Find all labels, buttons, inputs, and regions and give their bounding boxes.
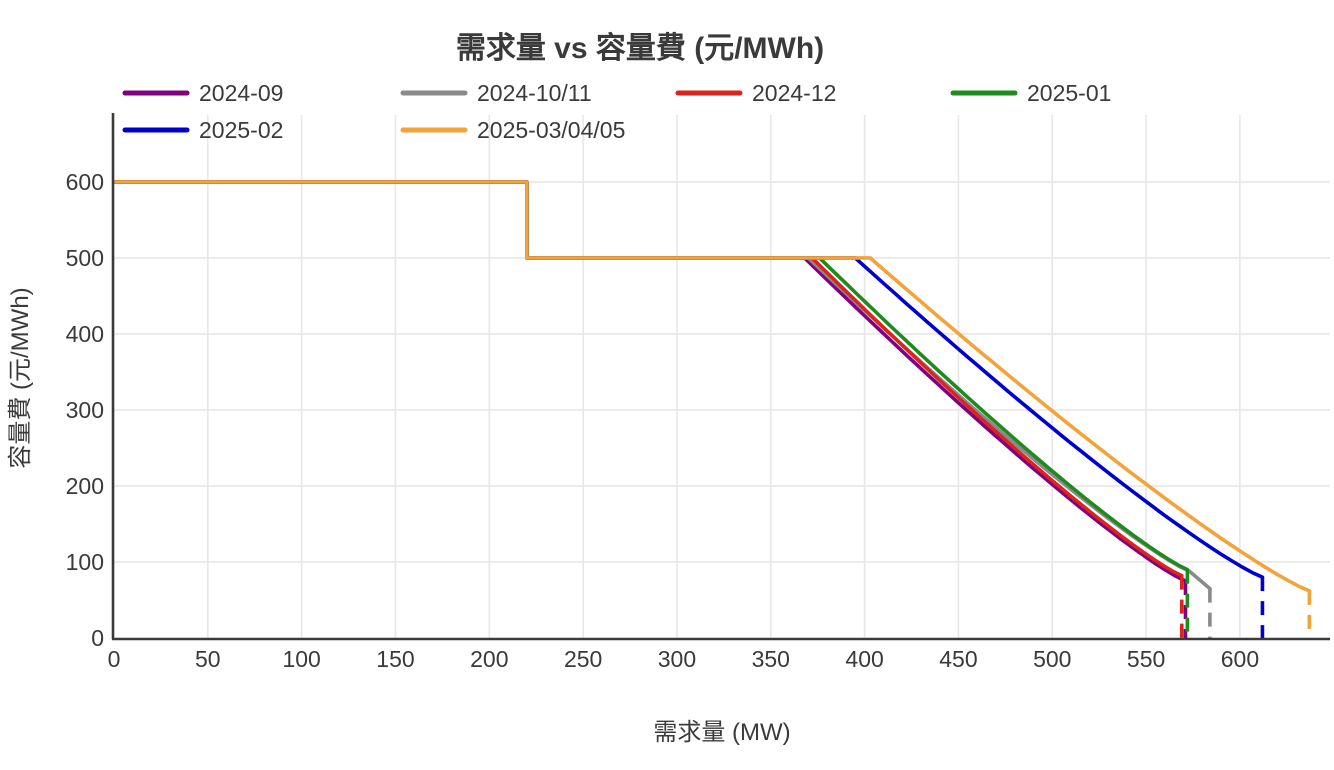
x-tick-label: 550 [1127,646,1165,672]
x-tick-label: 400 [845,646,883,672]
x-tick-label: 150 [376,646,414,672]
y-tick-label: 400 [66,321,104,347]
legend-label-2025-01: 2025-01 [1027,80,1111,106]
y-tick-label: 100 [66,549,104,575]
series-line-2025-02 [112,180,1265,579]
series-line-2024-12 [112,180,1184,578]
chart-title: 需求量 vs 容量費 (元/MWh) [456,32,824,65]
legend-item-2025-02: 2025-02 [122,117,283,143]
x-tick-label: 600 [1221,646,1259,672]
series-line-2024-10/11 [112,180,1212,591]
legend-label-2024-09: 2024-09 [199,80,283,106]
x-tick-label: 0 [108,646,121,672]
x-tick-label: 100 [282,646,320,672]
legend-label-2024-12: 2024-12 [752,80,836,106]
x-tick-label: 450 [939,646,977,672]
y-tick-label: 500 [66,245,104,271]
series-line-2025-03/04/05 [112,180,1312,593]
x-tick-label: 300 [658,646,696,672]
y-tick-label: 300 [66,397,104,423]
y-tick-label: 0 [91,625,104,651]
x-tick-label: 500 [1033,646,1071,672]
series-line-2024-09 [112,180,1188,583]
series-layer [112,180,1312,638]
legend: 2024-09 2024-10/11 2024-12 2025-01 2025-02 20… [122,80,1111,143]
tick-labels: 0 50 100 150 200 250 300 350 400 450 500 550 600 0 100… [66,169,1259,672]
legend-item-2024-09: 2024-09 [122,80,283,106]
legend-item-2024-10/11: 2024-10/11 [400,80,592,106]
x-tick-label: 250 [564,646,602,672]
y-tick-label: 200 [66,473,104,499]
legend-item-2025-03/04/05: 2025-03/04/05 [400,117,625,143]
axes-spines [111,113,1330,641]
legend-label-2025-03/04/05: 2025-03/04/05 [477,117,625,143]
x-tick-label: 200 [470,646,508,672]
legend-label-2024-10/11: 2024-10/11 [477,80,592,106]
legend-item-2024-12: 2024-12 [675,80,836,106]
x-tick-label: 350 [752,646,790,672]
y-tick-label: 600 [66,169,104,195]
y-axis-label: 容量費 (元/MWh) [7,287,34,468]
x-axis-label: 需求量 (MW) [653,719,790,746]
legend-item-2025-01: 2025-01 [950,80,1111,106]
legend-label-2025-02: 2025-02 [199,117,283,143]
series-line-2025-01 [112,180,1190,572]
x-tick-label: 50 [195,646,221,672]
